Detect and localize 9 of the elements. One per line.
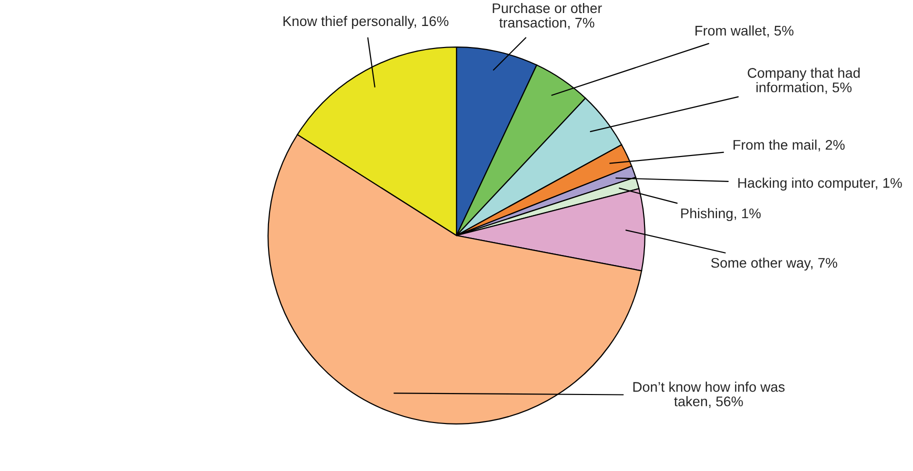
slice-label: Hacking into computer, 1% [738, 178, 902, 191]
slice-label: Phishing, 1% [681, 208, 761, 222]
slice-label: Company that had information, 5% [748, 68, 860, 94]
slice-label: From the mail, 2% [734, 140, 845, 152]
slice-label: Purchase or other transaction, 7% [492, 2, 602, 30]
slice-label: Know thief personally, 16% [284, 16, 448, 29]
slice-label: Don’t know how info was taken, 56% [633, 382, 785, 408]
slice-label: Some other way, 7% [711, 258, 838, 271]
slice-label: From wallet, 5% [696, 25, 794, 38]
